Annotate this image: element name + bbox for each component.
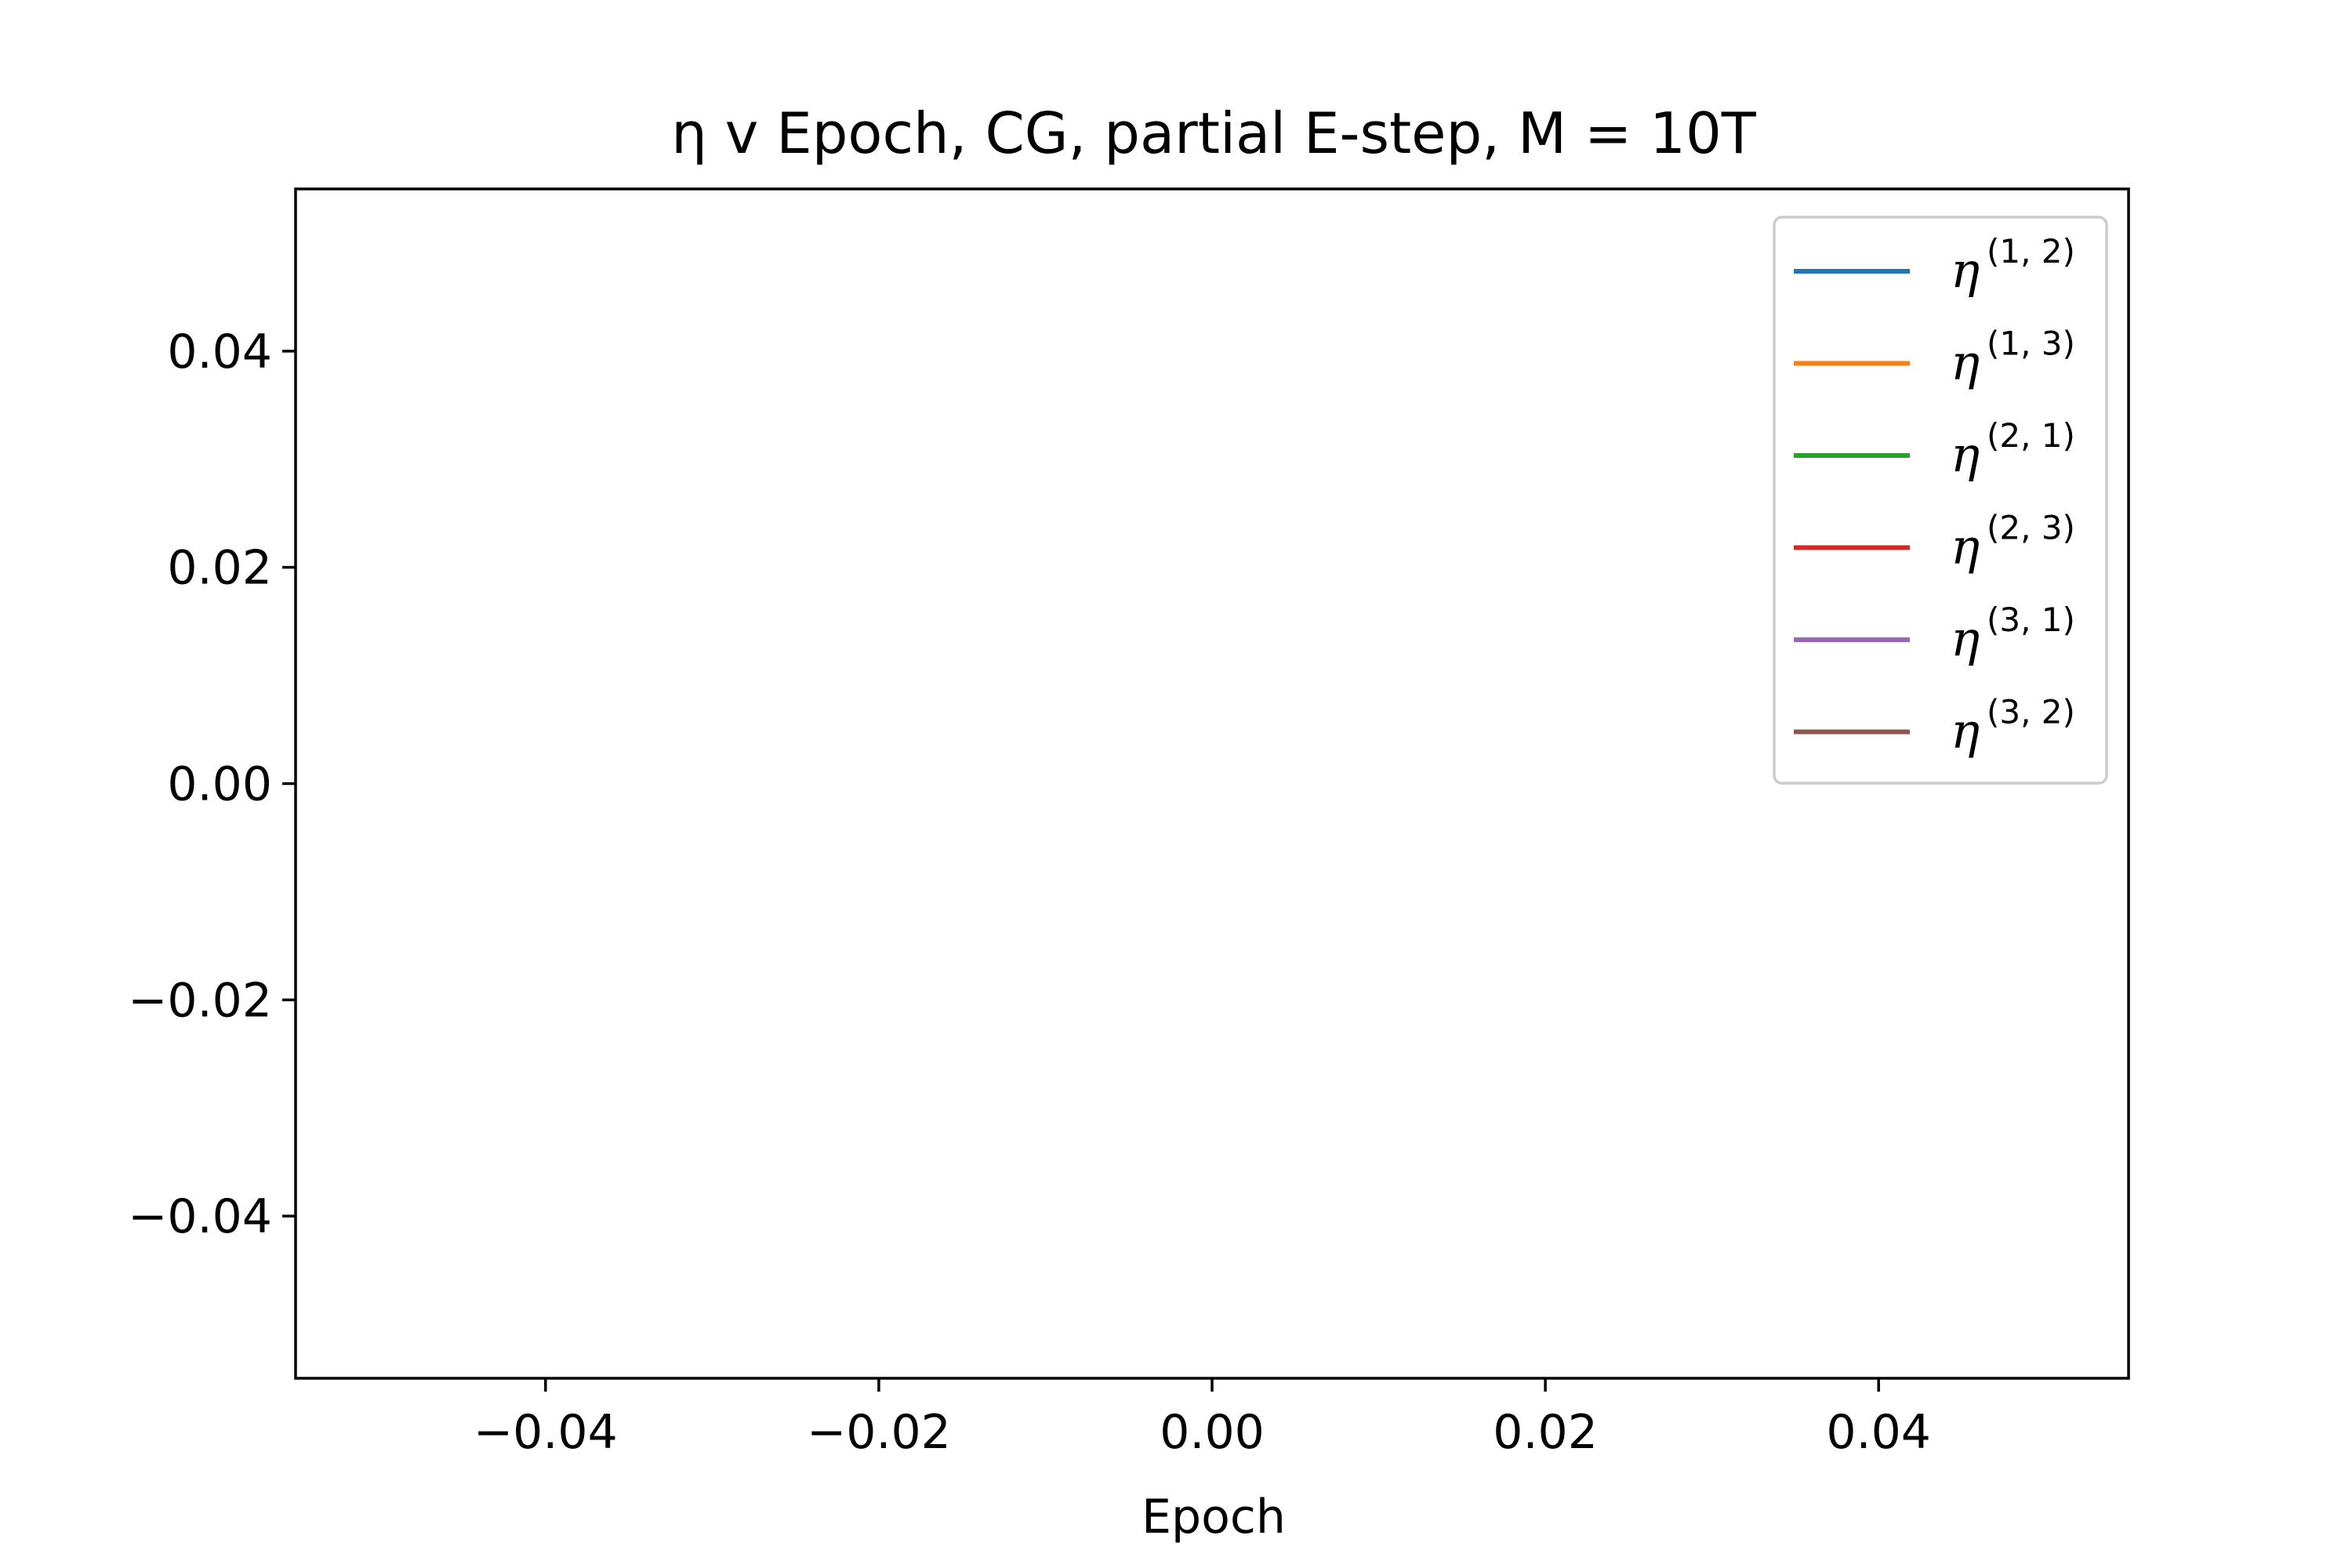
x-axis-label: Epoch: [1142, 1490, 1286, 1544]
legend-item: η (3, 1): [1794, 601, 2075, 667]
legend-label-superscript: (2, 3): [1987, 509, 2075, 547]
y-tick-label: −0.04: [128, 1189, 272, 1244]
y-tick-label: 0.04: [167, 325, 272, 379]
y-axis: −0.04 −0.02 0.00 0.02 0.04: [128, 325, 296, 1244]
legend-item: η (2, 1): [1794, 416, 2075, 483]
legend-label: η: [1951, 702, 1980, 760]
x-tick-label: 0.04: [1826, 1405, 1931, 1460]
legend-label: η: [1951, 241, 1980, 299]
y-tick-label: 0.00: [167, 757, 272, 812]
legend-label-superscript: (2, 1): [1987, 416, 2075, 455]
legend-label-superscript: (3, 2): [1987, 693, 2075, 731]
x-axis: −0.04 −0.02 0.00 0.02 0.04: [474, 1378, 1931, 1460]
legend-label-superscript: (1, 2): [1987, 232, 2075, 270]
legend-item: η (1, 3): [1794, 325, 2075, 391]
legend-item: η (2, 3): [1794, 509, 2075, 575]
y-tick-label: −0.02: [128, 973, 272, 1028]
y-tick-label: 0.02: [167, 541, 272, 596]
legend-label: η: [1951, 610, 1980, 667]
x-tick-label: −0.04: [474, 1405, 618, 1460]
legend-label: η: [1951, 334, 1980, 391]
chart-title: η v Epoch, CG, partial E-step, M = 10T: [671, 100, 1757, 166]
legend: η (1, 2)η (1, 3)η (2, 1)η (2, 3)η (3, 1)η (3, …: [1773, 216, 2108, 785]
x-tick-label: 0.00: [1160, 1405, 1265, 1460]
legend-label-superscript: (1, 3): [1987, 325, 2075, 363]
legend-item: η (3, 2): [1794, 693, 2075, 760]
x-tick-label: 0.02: [1493, 1405, 1598, 1460]
legend-item: η (1, 2): [1794, 232, 2075, 299]
legend-label: η: [1951, 426, 1980, 483]
x-tick-label: −0.02: [807, 1405, 951, 1460]
legend-label-superscript: (3, 1): [1987, 601, 2075, 639]
legend-label: η: [1951, 518, 1980, 575]
